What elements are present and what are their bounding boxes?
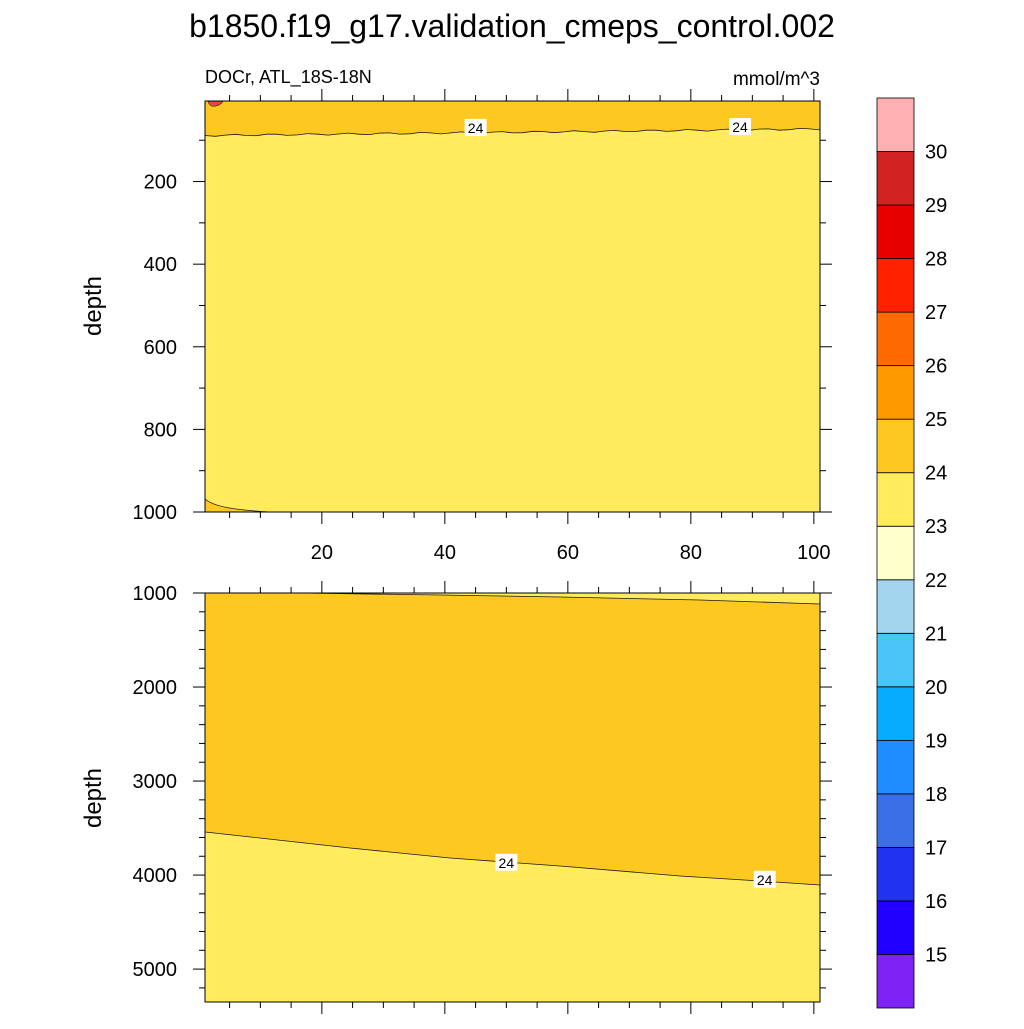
colorbar-swatch <box>876 97 915 152</box>
colorbar-label: 27 <box>925 302 947 324</box>
y-tick-label: 800 <box>144 419 177 441</box>
colorbar-label: 30 <box>925 142 947 164</box>
colorbar-swatch <box>876 847 915 902</box>
colorbar-label: 28 <box>925 249 947 271</box>
contour-label: 24 <box>732 119 748 135</box>
x-tick-label: 100 <box>797 542 830 564</box>
colorbar-swatch <box>876 793 915 848</box>
contour-line-24 <box>204 127 821 137</box>
y-tick-label: 3000 <box>133 771 178 793</box>
chart-subtitle: DOCr, ATL_18S-18N <box>205 67 372 88</box>
upper-panel: 24 24 200 400 600 800 1000 20 40 60 80 100 depth <box>80 89 832 564</box>
colorbar-label: 15 <box>925 944 947 966</box>
y-axis-label: depth <box>80 276 107 336</box>
contour-label-bg <box>753 870 776 888</box>
contour-label-bg <box>729 118 752 136</box>
colorbar-swatch <box>876 418 915 474</box>
contour-label: 24 <box>757 872 773 888</box>
x-tick-label: 80 <box>680 542 702 564</box>
y-tick-label: 600 <box>144 337 177 359</box>
band-24-25 <box>205 101 820 137</box>
y-tick-label: 1000 <box>133 502 178 524</box>
colorbar-swatch <box>876 151 915 206</box>
colorbar-label: 29 <box>925 195 947 217</box>
band-24-25 <box>205 593 820 885</box>
plot-frame <box>204 592 821 1003</box>
y-tick-label: 400 <box>144 254 177 276</box>
x-tick-label: 20 <box>311 542 333 564</box>
plot-frame <box>204 100 821 513</box>
y-tick-label: 4000 <box>133 865 178 887</box>
colorbar-label: 24 <box>925 463 947 485</box>
band-high-patch <box>207 100 224 107</box>
colorbar-label: 26 <box>925 356 947 378</box>
colorbar-label: 17 <box>925 837 947 859</box>
colorbar-swatch <box>876 258 915 313</box>
contour-line-24-shallow <box>299 592 821 605</box>
colorbar: 15 16 17 18 19 20 21 22 23 24 25 26 27 28 29 30 <box>876 97 947 1009</box>
contour-label: 24 <box>499 855 515 871</box>
lower-panel: 24 24 1000 2000 3000 4000 5000 depth <box>80 581 832 1014</box>
colorbar-label: 19 <box>925 730 947 752</box>
x-tick-label: 60 <box>557 542 579 564</box>
colorbar-swatch <box>876 579 915 634</box>
x-tick-label: 40 <box>434 542 456 564</box>
colorbar-label: 21 <box>925 623 947 645</box>
y-tick-label: 1000 <box>133 583 178 605</box>
colorbar-swatch <box>876 311 915 367</box>
colorbar-swatch <box>876 525 915 581</box>
y-axis-label: depth <box>80 768 107 828</box>
colorbar-label: 16 <box>925 891 947 913</box>
units-label: mmol/m^3 <box>733 69 820 90</box>
colorbar-label: 18 <box>925 784 947 806</box>
y-tick-label: 5000 <box>133 959 178 981</box>
colorbar-label: 20 <box>925 677 947 699</box>
contour-label: 24 <box>468 120 484 136</box>
contour-label-bg <box>464 118 487 136</box>
colorbar-swatch <box>876 686 915 741</box>
band-23-24 <box>205 101 820 512</box>
colorbar-swatch <box>876 739 915 795</box>
colorbar-label: 23 <box>925 516 947 538</box>
colorbar-swatch <box>876 472 915 527</box>
colorbar-label: 22 <box>925 570 947 592</box>
y-tick-label: 200 <box>144 172 177 194</box>
colorbar-swatch <box>876 365 915 420</box>
chart-title: b1850.f19_g17.validation_cmeps_control.0… <box>189 8 835 44</box>
colorbar-swatch <box>876 900 915 955</box>
contour-label-bg <box>495 853 518 871</box>
colorbar-label: 25 <box>925 409 947 431</box>
y-tick-label: 2000 <box>133 677 178 699</box>
colorbar-swatch <box>876 204 915 259</box>
colorbar-swatch <box>876 632 915 688</box>
colorbar-swatch <box>876 954 915 1009</box>
